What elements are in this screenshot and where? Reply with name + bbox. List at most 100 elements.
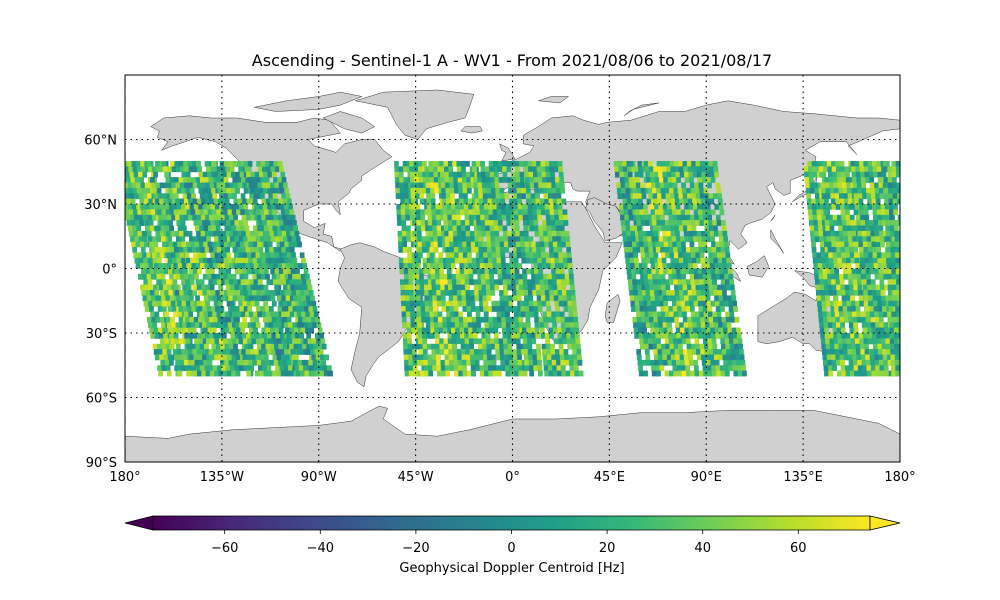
doppler-cell [440,171,445,178]
doppler-cell [652,279,658,286]
doppler-cell [480,161,485,167]
doppler-cell [549,295,555,302]
doppler-cell [821,343,827,350]
doppler-cell [160,273,166,280]
doppler-cell [277,322,283,329]
doppler-cell [266,349,272,355]
doppler-cell [652,193,658,200]
doppler-cell [223,257,229,264]
doppler-cell [723,359,729,366]
doppler-cell [563,263,569,269]
doppler-cell [479,365,485,372]
doppler-cell [140,263,145,269]
doppler-cell [156,273,162,280]
doppler-cell [485,333,491,339]
doppler-cell [560,236,566,243]
doppler-cell [658,263,663,269]
doppler-cell [556,279,562,286]
doppler-cell [830,236,836,243]
doppler-cell [523,225,529,232]
doppler-cell [487,359,493,366]
doppler-cell [150,225,155,232]
doppler-cell [822,311,828,318]
doppler-cell [476,263,482,269]
doppler-cell [845,177,851,183]
doppler-cell [196,198,202,205]
doppler-cell [648,247,654,253]
doppler-cell [532,252,538,259]
doppler-cell [224,198,230,205]
doppler-cell [518,214,524,221]
doppler-cell [696,230,702,237]
doppler-cell [253,182,258,189]
doppler-cell [624,252,630,259]
doppler-cell [275,349,281,355]
doppler-cell [725,284,731,291]
doppler-cell [265,198,271,205]
doppler-cell [737,365,742,372]
doppler-cell [163,268,169,275]
doppler-cell [642,230,647,237]
doppler-cell [657,349,663,355]
doppler-cell [699,279,704,286]
doppler-cell [529,252,535,259]
doppler-cell [175,322,181,329]
doppler-cell [629,252,634,259]
doppler-cell [405,209,410,216]
doppler-cell [666,198,672,205]
doppler-cell [256,359,262,366]
doppler-cell [541,300,547,307]
doppler-cell [483,365,489,372]
doppler-cell [268,322,274,329]
doppler-cell [250,171,256,178]
doppler-cell [719,268,724,275]
doppler-cell [501,263,507,269]
doppler-cell [443,161,449,167]
doppler-cell [414,171,419,178]
doppler-cell [816,204,821,210]
doppler-cell [697,177,703,183]
doppler-cell [443,338,449,345]
doppler-cell [839,198,845,205]
doppler-cell [538,225,544,232]
doppler-cell [402,322,407,329]
doppler-cell [239,171,245,178]
doppler-cell [667,333,673,339]
doppler-cell [285,279,291,286]
doppler-cell [710,300,716,307]
doppler-cell [281,354,286,361]
doppler-cell [728,300,733,307]
doppler-cell [706,300,712,307]
doppler-cell [482,295,488,302]
doppler-cell [541,209,546,216]
doppler-cell [175,166,181,173]
doppler-cell [701,230,706,237]
doppler-cell [503,295,509,302]
doppler-cell [145,204,150,210]
doppler-cell [542,263,547,269]
doppler-cell [691,252,696,259]
doppler-cell [676,268,681,275]
doppler-cell [726,257,732,264]
doppler-cell [712,370,717,377]
doppler-cell [218,220,224,226]
doppler-cell [435,204,441,210]
doppler-cell [238,300,243,307]
doppler-cell [300,290,305,296]
doppler-cell [481,284,487,291]
doppler-cell [707,247,713,253]
doppler-cell [151,252,157,259]
doppler-cell [315,354,321,361]
doppler-cell [490,284,495,291]
doppler-cell [177,311,183,318]
doppler-cell [211,257,217,264]
doppler-cell [652,311,658,318]
doppler-cell [282,343,288,350]
doppler-cell [187,306,192,312]
doppler-cell [532,349,537,355]
doppler-cell [243,322,249,329]
doppler-cell [705,230,711,237]
doppler-cell [716,252,722,259]
doppler-cell [543,230,548,237]
doppler-cell [680,327,685,334]
